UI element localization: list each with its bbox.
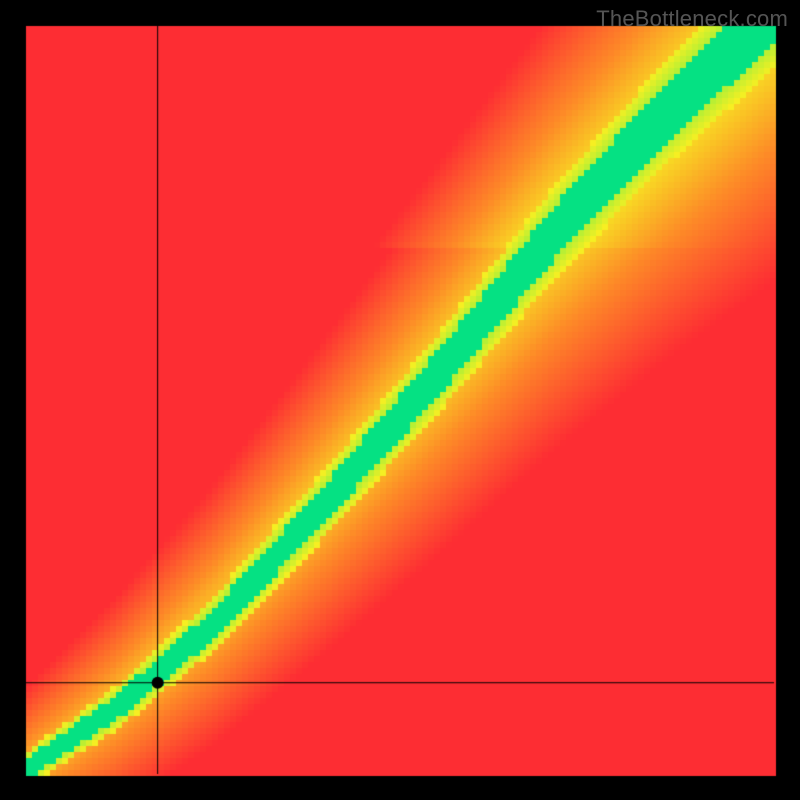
chart-container: { "watermark": { "text": "TheBottleneck.… bbox=[0, 0, 800, 800]
bottleneck-heatmap bbox=[0, 0, 800, 800]
watermark-text: TheBottleneck.com bbox=[596, 6, 788, 32]
